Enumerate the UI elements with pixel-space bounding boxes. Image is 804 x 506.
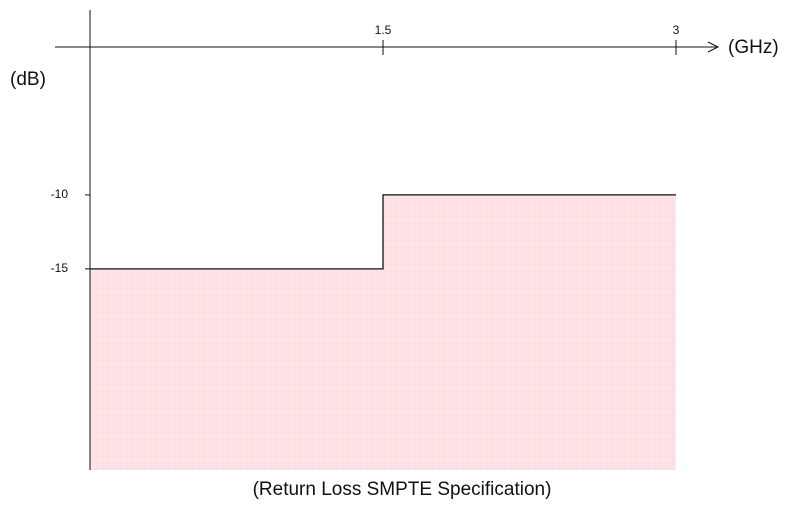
y-axis-label: (dB): [10, 69, 46, 90]
y-tick-label: -15: [51, 261, 69, 275]
x-axis-arrow: [707, 41, 720, 53]
x-tick-label: 3: [673, 23, 680, 37]
y-tick-label: -10: [51, 187, 69, 201]
x-axis-label: (GHz): [728, 37, 779, 58]
line: [90, 194, 676, 270]
x-tick-label: 1.5: [375, 23, 392, 37]
chart-title: (Return Loss SMPTE Specification): [253, 479, 552, 500]
area-grid: [90, 194, 676, 470]
